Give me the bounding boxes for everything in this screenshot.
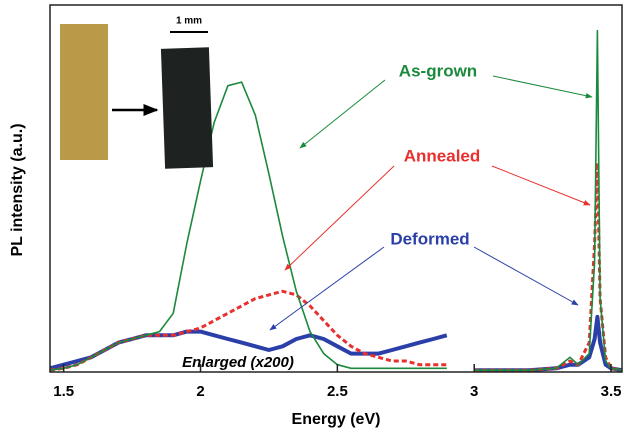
x-tick-label: 2.5 xyxy=(327,383,348,400)
label-arrow xyxy=(474,247,578,305)
photo-as-grown xyxy=(60,24,108,160)
plot-area xyxy=(50,31,622,371)
annotation: Enlarged (x200) xyxy=(182,354,294,371)
series-label: Deformed xyxy=(390,229,469,248)
plot-frame xyxy=(50,5,622,372)
x-axis-label: Energy (eV) xyxy=(292,411,381,428)
label-arrow xyxy=(300,80,385,148)
photo-deformed xyxy=(161,47,213,169)
label-arrow xyxy=(492,166,590,205)
label-arrow xyxy=(285,166,394,270)
y-axis-label: PL intensity (a.u.) xyxy=(9,123,26,256)
series-line xyxy=(50,31,622,371)
series-line xyxy=(50,317,622,370)
series-label: Annealed xyxy=(404,146,481,165)
x-tick-label: 2 xyxy=(196,383,204,400)
series-line xyxy=(50,163,622,370)
scale-label: 1 mm xyxy=(176,16,202,27)
x-tick-label: 1.5 xyxy=(53,383,74,400)
label-arrow xyxy=(270,247,384,330)
label-arrow xyxy=(493,76,592,97)
x-tick-label: 3.5 xyxy=(601,383,622,400)
series-label: As-grown xyxy=(399,61,477,80)
x-tick-label: 3 xyxy=(470,383,478,400)
chart: 1 mm As-grown Annealed Deformed Enlarged… xyxy=(0,0,624,434)
